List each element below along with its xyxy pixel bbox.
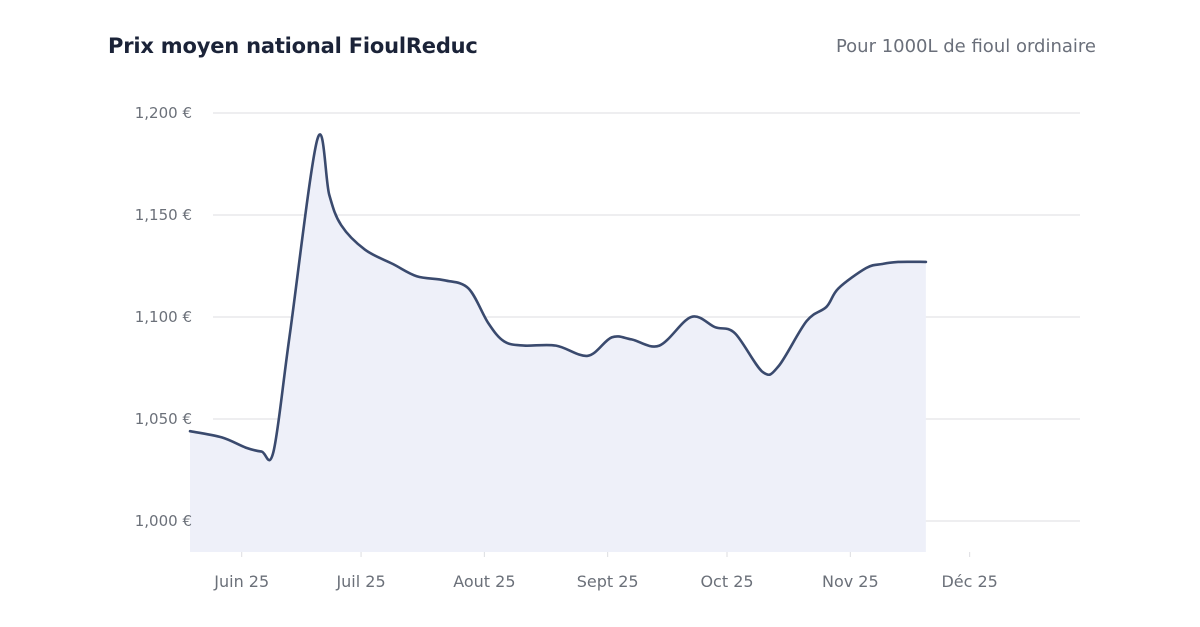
y-tick-label: 1,050 € xyxy=(135,410,192,428)
x-tick-label: Sept 25 xyxy=(577,572,639,591)
y-tick-label: 1,100 € xyxy=(135,308,192,326)
x-tick-label: Déc 25 xyxy=(941,572,997,591)
x-tick-label: Juil 25 xyxy=(335,572,385,591)
chart-subtitle: Pour 1000L de fioul ordinaire xyxy=(835,36,1096,57)
price-series-line xyxy=(188,133,928,462)
area-fill xyxy=(190,134,926,552)
x-tick-label: Aout 25 xyxy=(453,572,515,591)
chart-title: Prix moyen national FioulReduc xyxy=(108,34,478,58)
x-tick-label: Oct 25 xyxy=(700,572,753,591)
y-tick-label: 1,000 € xyxy=(135,512,192,530)
x-axis-ticks: Juin 25 Juil 25 Aout 25 Sept 25 Oct 25 Nov 25… xyxy=(213,552,998,591)
y-tick-label: 1,200 € xyxy=(135,104,192,122)
y-axis-ticks: 1,000 € 1,050 € 1,100 € 1,150 € 1,200 € xyxy=(135,104,192,530)
x-tick-label: Juin 25 xyxy=(213,572,269,591)
price-area xyxy=(190,134,926,552)
x-tick-label: Nov 25 xyxy=(822,572,879,591)
y-tick-label: 1,150 € xyxy=(135,206,192,224)
price-line xyxy=(188,133,928,462)
